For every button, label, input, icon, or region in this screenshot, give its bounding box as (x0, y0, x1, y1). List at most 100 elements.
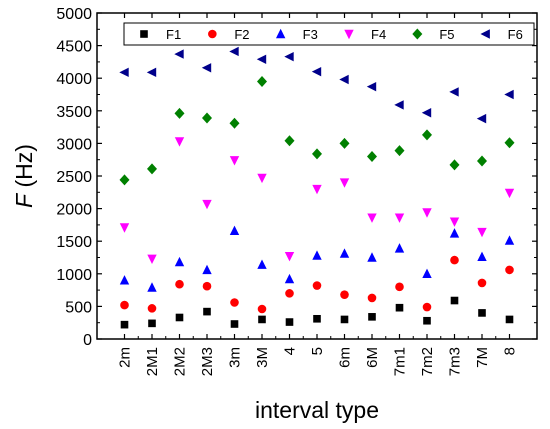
point-f3 (119, 275, 130, 285)
x-tick-label: 6M (364, 347, 381, 368)
point-f1 (175, 313, 184, 322)
point-f4 (449, 217, 460, 227)
point-f3 (367, 252, 377, 262)
point-f3 (422, 268, 432, 278)
x-tick-label: 2M1 (144, 347, 161, 376)
point-f5 (257, 75, 267, 87)
point-f1 (423, 316, 431, 325)
plot-frame (96, 12, 538, 340)
legend-box (123, 22, 535, 46)
point-f4 (477, 227, 487, 238)
point-f1 (230, 320, 239, 328)
point-f5 (477, 155, 487, 167)
point-f5 (367, 150, 377, 162)
point-f3 (394, 243, 405, 253)
point-f5 (312, 148, 322, 160)
point-f5 (147, 163, 157, 175)
point-f3 (504, 235, 515, 245)
point-f3 (147, 282, 157, 292)
legend: F1 F2 F3 F4 F5 F6 (123, 22, 535, 46)
legend-marker-f1 (140, 30, 148, 38)
point-f5 (119, 174, 130, 186)
x-tick-label: 7m2 (419, 347, 436, 376)
point-f1 (120, 320, 129, 329)
point-f3 (284, 273, 295, 284)
point-f4 (147, 254, 157, 265)
point-f6 (339, 74, 349, 85)
x-tick-label: 2m (117, 347, 134, 368)
point-f5 (339, 137, 350, 149)
point-f3 (174, 256, 185, 267)
point-f5 (422, 129, 432, 141)
y-tick-label: 3000 (56, 136, 92, 153)
legend-label-f6: F6 (508, 27, 523, 42)
point-f4 (504, 188, 515, 199)
x-tick-label: 8 (502, 347, 519, 355)
point-f6 (119, 67, 129, 78)
point-f1 (258, 315, 266, 324)
point-f2 (367, 293, 377, 303)
point-f1 (478, 309, 486, 317)
point-f3 (339, 248, 350, 258)
point-f2 (450, 255, 459, 265)
point-f2 (175, 279, 184, 289)
y-tick-label: 5000 (56, 6, 92, 23)
y-axis-title: F (Hz) (11, 144, 37, 208)
point-f6 (229, 46, 239, 57)
x-tick-label: 2M3 (199, 347, 216, 376)
point-f6 (449, 87, 459, 97)
point-f4 (422, 208, 432, 218)
point-f4 (202, 199, 212, 210)
y-axis-ticks: 0 500 1000 1500 2000 2500 3000 3500 4000 4500 5000 (56, 6, 537, 349)
point-f6 (284, 51, 294, 62)
y-axis-title-unit: (Hz) (11, 144, 37, 194)
legend-label-f1: F1 (166, 27, 181, 42)
point-f6 (201, 63, 212, 73)
x-tick-label: 4 (282, 347, 299, 355)
point-f1 (285, 318, 294, 326)
x-tick-label: 2M2 (172, 347, 189, 376)
point-f5 (202, 112, 212, 124)
x-tick-label: 3m (227, 347, 244, 368)
x-axis-title: interval type (255, 397, 379, 423)
point-f6 (504, 89, 514, 100)
point-f3 (202, 264, 212, 275)
legend-marker-f3 (275, 28, 286, 39)
point-f2 (477, 278, 487, 288)
point-f1 (313, 314, 321, 323)
y-tick-label: 500 (65, 299, 92, 316)
y-tick-label: 0 (83, 332, 92, 349)
point-f1 (340, 315, 349, 324)
point-f1 (450, 296, 459, 305)
y-tick-label: 1000 (56, 267, 92, 284)
point-f2 (147, 304, 157, 313)
y-tick-label: 3500 (56, 104, 92, 121)
x-tick-label: 5 (309, 347, 326, 355)
point-f6 (174, 49, 184, 59)
point-f4 (119, 223, 130, 233)
point-f5 (449, 159, 460, 171)
point-f2 (285, 289, 294, 298)
point-f6 (146, 67, 157, 78)
point-f6 (366, 81, 377, 92)
y-axis-title-symbol: F (11, 192, 37, 208)
y-tick-label: 2500 (56, 169, 92, 186)
point-f4 (312, 184, 322, 195)
point-f3 (229, 225, 240, 235)
point-f5 (174, 107, 185, 119)
point-f2 (120, 300, 129, 310)
point-f4 (174, 137, 185, 147)
point-f3 (477, 251, 487, 262)
point-f4 (229, 156, 240, 166)
point-f6 (394, 100, 404, 110)
point-f6 (311, 66, 322, 77)
point-f4 (284, 251, 295, 262)
legend-marker-f6 (480, 29, 490, 39)
point-f4 (367, 213, 377, 223)
point-f2 (395, 282, 404, 292)
point-f2 (340, 290, 349, 299)
legend-marker-f5 (412, 28, 423, 40)
point-f4 (394, 213, 405, 223)
point-f5 (284, 135, 295, 147)
